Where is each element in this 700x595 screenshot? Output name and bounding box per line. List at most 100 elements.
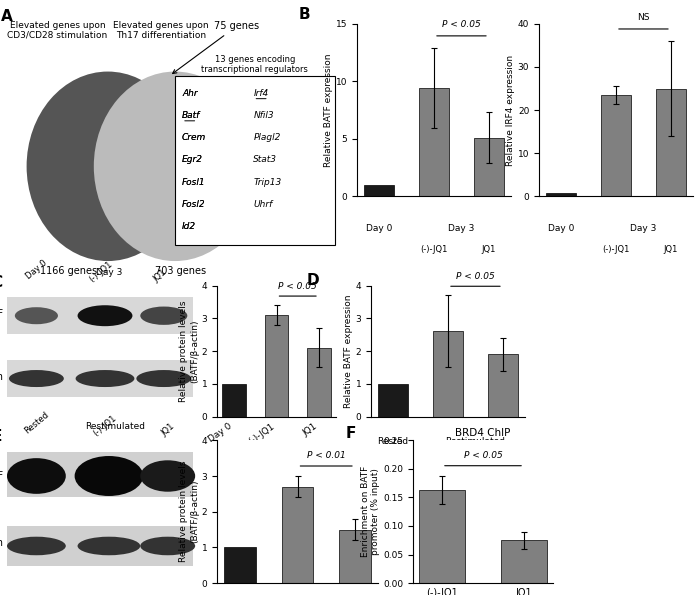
Y-axis label: Enrichment on BATF
promoter (% input): Enrichment on BATF promoter (% input) (361, 466, 380, 558)
Title: BRD4 ChIP: BRD4 ChIP (455, 428, 511, 438)
Ellipse shape (94, 71, 256, 261)
Text: Batf: Batf (182, 111, 200, 120)
Text: BATF: BATF (0, 309, 3, 320)
Bar (546, 193, 576, 196)
Text: Ahr: Ahr (182, 89, 197, 98)
Text: Elevated genes upon
Th17 differentiation: Elevated genes upon Th17 differentiation (113, 20, 209, 40)
Text: β-actin: β-actin (0, 538, 3, 548)
FancyBboxPatch shape (7, 298, 193, 334)
Ellipse shape (9, 370, 64, 387)
FancyBboxPatch shape (175, 76, 335, 245)
Text: E: E (0, 429, 1, 444)
Y-axis label: Relative protein levels
(BATF/β-actin): Relative protein levels (BATF/β-actin) (179, 461, 199, 562)
Text: F: F (346, 426, 356, 441)
Text: Elevated genes upon
CD3/CD28 stimulation: Elevated genes upon CD3/CD28 stimulation (7, 20, 108, 40)
Text: B: B (298, 7, 310, 21)
Text: (-)-JQ1: (-)-JQ1 (602, 245, 630, 253)
Text: Fosl1: Fosl1 (182, 177, 206, 187)
Bar (419, 88, 449, 196)
Ellipse shape (7, 537, 66, 555)
Ellipse shape (140, 537, 195, 555)
FancyBboxPatch shape (7, 526, 193, 566)
Y-axis label: Relative BATF expression: Relative BATF expression (324, 54, 333, 167)
Text: Plagl2: Plagl2 (253, 133, 281, 142)
Text: Trip13: Trip13 (253, 177, 281, 187)
Bar (474, 137, 504, 196)
Text: JQ1: JQ1 (496, 453, 510, 462)
Text: 75 genes: 75 genes (173, 21, 259, 74)
Text: C: C (0, 275, 2, 290)
Text: P < 0.05: P < 0.05 (456, 272, 495, 281)
Text: β-actin: β-actin (0, 372, 3, 382)
Text: Id2: Id2 (182, 222, 196, 231)
Text: Day 3: Day 3 (630, 224, 657, 233)
FancyBboxPatch shape (7, 360, 193, 397)
Bar (223, 384, 246, 416)
Ellipse shape (78, 537, 140, 555)
Ellipse shape (140, 461, 195, 491)
Bar (656, 89, 686, 196)
Text: Egr2: Egr2 (182, 155, 203, 164)
Text: Egr2: Egr2 (182, 155, 203, 164)
FancyBboxPatch shape (7, 452, 193, 497)
Bar (281, 487, 314, 583)
Text: JQ1: JQ1 (482, 245, 496, 253)
Text: NS: NS (637, 13, 650, 22)
Text: Batf: Batf (182, 111, 200, 120)
Text: Crem: Crem (182, 133, 206, 142)
Text: (-)-JQ1: (-)-JQ1 (88, 259, 115, 284)
Ellipse shape (15, 307, 58, 324)
Text: Day 3: Day 3 (96, 268, 122, 277)
Text: BATF: BATF (0, 471, 3, 481)
Text: A: A (1, 9, 13, 24)
Bar (224, 547, 256, 583)
Text: (-)-JQ1: (-)-JQ1 (420, 245, 448, 253)
Ellipse shape (75, 456, 144, 496)
Bar (433, 331, 463, 416)
Text: Fosl1: Fosl1 (182, 177, 206, 187)
Bar (364, 185, 394, 196)
Text: Day 0: Day 0 (24, 258, 49, 281)
Bar (265, 315, 288, 416)
Y-axis label: Relative IRF4 expression: Relative IRF4 expression (506, 55, 515, 165)
Text: Irf4: Irf4 (253, 89, 269, 98)
Text: Restimulated: Restimulated (85, 422, 145, 431)
Text: 703 genes: 703 genes (155, 266, 206, 276)
Text: JQ1: JQ1 (151, 268, 168, 284)
Ellipse shape (76, 370, 134, 387)
Text: Uhrf: Uhrf (253, 200, 273, 209)
Ellipse shape (78, 305, 132, 326)
Text: P < 0.05: P < 0.05 (463, 451, 503, 460)
Bar (501, 540, 547, 583)
Bar (419, 490, 465, 583)
Text: Day 3: Day 3 (448, 224, 475, 233)
Text: Crem: Crem (182, 133, 206, 142)
Text: Restimulated: Restimulated (445, 437, 505, 446)
Text: Rested: Rested (377, 437, 409, 446)
Ellipse shape (27, 71, 189, 261)
Y-axis label: Relative BATF expression: Relative BATF expression (344, 295, 353, 408)
Text: Fosl2: Fosl2 (182, 200, 206, 209)
Y-axis label: Relative protein levels
(BATF/β-actin): Relative protein levels (BATF/β-actin) (179, 300, 199, 402)
Ellipse shape (136, 370, 191, 387)
Text: P < 0.01: P < 0.01 (307, 451, 346, 461)
Text: JQ1: JQ1 (664, 245, 678, 253)
Text: (-)-JQ1: (-)-JQ1 (92, 414, 118, 438)
Text: Id2: Id2 (182, 222, 196, 231)
Ellipse shape (140, 306, 188, 325)
Text: JQ1: JQ1 (160, 422, 176, 438)
Text: Day 0: Day 0 (366, 224, 392, 233)
Text: D: D (307, 273, 319, 287)
Text: P < 0.05: P < 0.05 (442, 20, 481, 29)
Bar (601, 95, 631, 196)
Text: Fosl2: Fosl2 (182, 200, 206, 209)
Bar (378, 384, 408, 416)
Bar (307, 347, 330, 416)
Text: Rested: Rested (22, 409, 50, 435)
Bar (339, 530, 371, 583)
Text: (-)-JQ1: (-)-JQ1 (434, 453, 462, 462)
Text: P < 0.05: P < 0.05 (279, 282, 317, 291)
Text: 1166 genes: 1166 genes (40, 266, 97, 276)
Text: Day 0: Day 0 (548, 224, 574, 233)
Text: Ahr: Ahr (182, 89, 197, 98)
